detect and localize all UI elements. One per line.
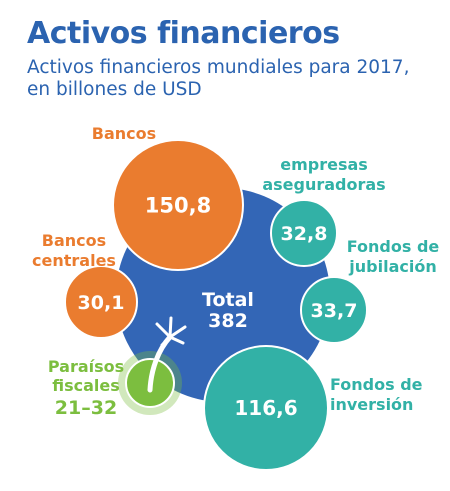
label-fondos-jubilacion-line-1: Fondos de xyxy=(347,237,440,256)
bubble-bancos xyxy=(112,139,244,271)
label-bancos-centrales-line-2: centrales xyxy=(32,251,116,270)
label-bancos-centrales-line-1: Bancos xyxy=(42,231,106,250)
value-fondos-jubilacion: 33,7 xyxy=(311,300,358,322)
subtitle-line-1: Activos financieros mundiales para 2017, xyxy=(27,57,410,78)
label-empresas-line-1: empresas xyxy=(280,155,368,174)
value-paraisos: 21–32 xyxy=(55,397,117,419)
label-paraisos-line-1: Paraísos xyxy=(48,357,124,376)
value-empresas: 32,8 xyxy=(281,223,328,245)
chart-subtitle: Activos financieros mundiales para 2017,… xyxy=(27,57,409,101)
bubble-bancos-centrales xyxy=(64,265,138,339)
value-bancos: 150,8 xyxy=(145,194,211,218)
label-paraisos-line-2: fiscales xyxy=(52,376,120,395)
label-bancos-line-1: Bancos xyxy=(92,124,156,143)
bubble-empresas xyxy=(270,199,338,267)
value-fondos-inversion: 116,6 xyxy=(234,396,297,420)
bubble-fondos-inversion xyxy=(203,345,329,471)
value-bancos-centrales: 30,1 xyxy=(78,292,125,314)
total-value: 382 xyxy=(208,310,248,332)
bubble-fondos-jubilacion xyxy=(300,276,368,344)
label-empresas-line-2: aseguradoras xyxy=(262,175,385,194)
total-label: Total xyxy=(202,289,254,311)
label-fondos-inversion-line-1: Fondos de xyxy=(330,375,423,394)
chart-title: Activos financieros xyxy=(27,16,340,51)
palm-tree-icon xyxy=(147,316,187,393)
label-fondos-inversion-line-2: inversión xyxy=(330,395,413,414)
subtitle-line-2: en billones de USD xyxy=(27,79,202,100)
label-fondos-jubilacion-line-2: jubilación xyxy=(348,257,436,276)
